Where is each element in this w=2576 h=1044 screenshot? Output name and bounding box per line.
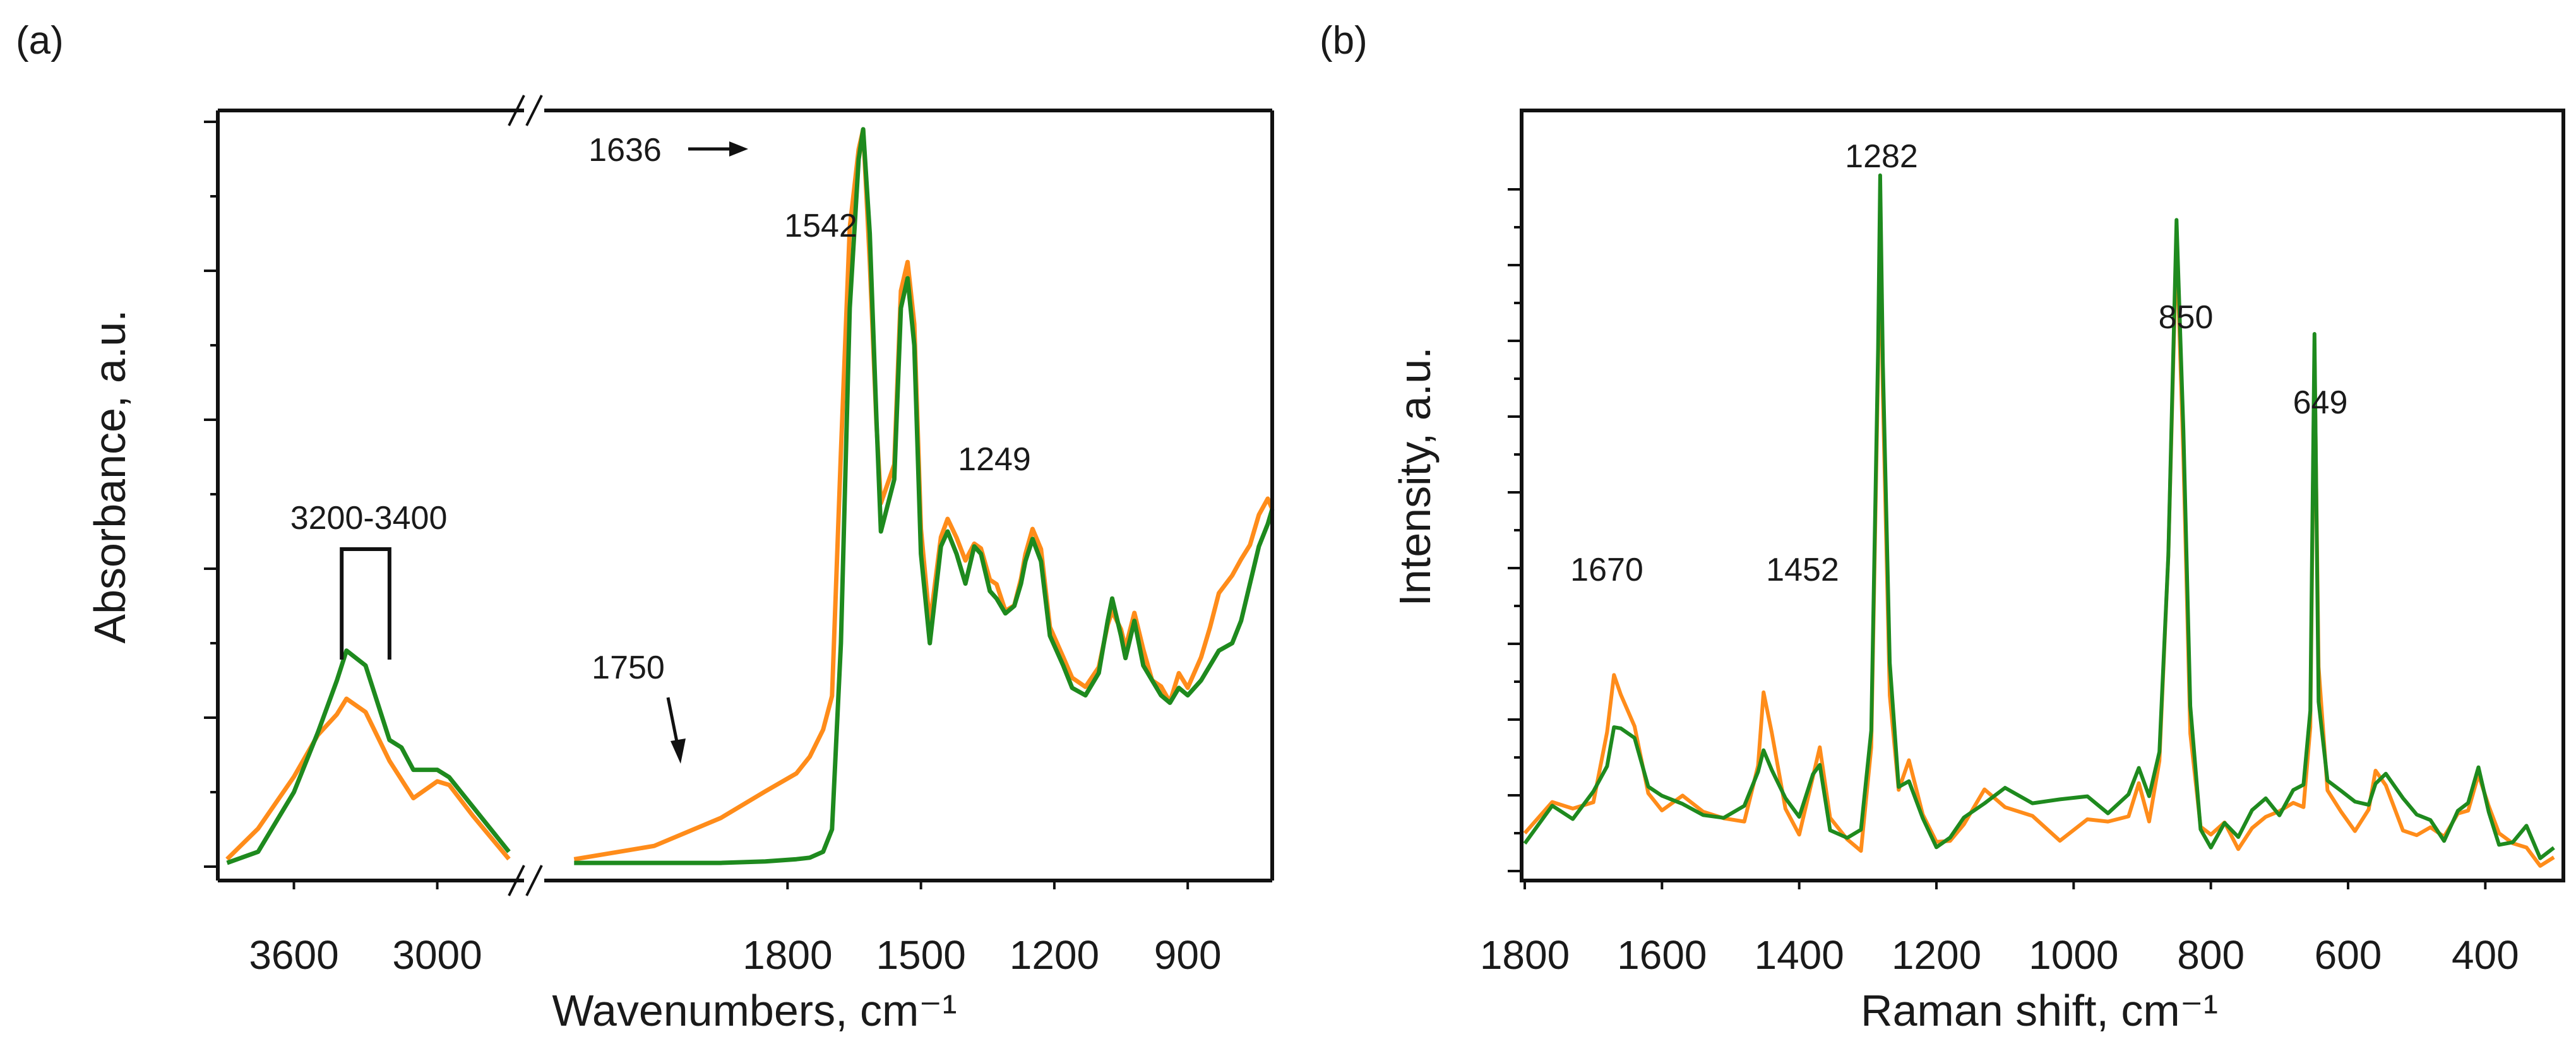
plot-frame — [1520, 109, 2565, 882]
panel-b-series — [1523, 173, 2555, 868]
panel-a-x-axis-title: Wavenumbers, cm⁻¹ — [552, 986, 957, 1035]
panel-b-x-axis-title: Raman shift, cm⁻¹ — [1861, 986, 2218, 1035]
panel-b-ticks: 1800 1600 1400 1200 1000 800 600 400 — [1480, 188, 2519, 978]
annotation-label-1282: 1282 — [1845, 138, 1918, 175]
axis-break-mark — [525, 865, 543, 896]
annotation-label-1452: 1452 — [1766, 552, 1839, 588]
x-tick-label: 3600 — [249, 932, 338, 978]
x-tick-label: 1800 — [1480, 932, 1570, 978]
panel-a-annotations: 1636 1542 1249 1750 3200-3400 — [290, 132, 1031, 764]
annotation-label-1750: 1750 — [592, 650, 665, 686]
annotation-label-1249: 1249 — [958, 441, 1031, 478]
line-orange — [1523, 199, 2555, 868]
series-green — [226, 127, 1275, 865]
panel-a-y-axis-title: Absorbance, a.u. — [85, 309, 134, 643]
series-orange — [1523, 199, 2555, 868]
annotation-arrowhead-1750 — [671, 739, 686, 764]
panel-b-raman-chart: (b) Intensity, a.u. Raman shift, cm⁻¹ 18… — [1320, 19, 2565, 1035]
panel-b-frame — [1520, 109, 2565, 882]
axis-break-mark — [508, 95, 525, 126]
panel-b-letter: (b) — [1320, 19, 1368, 62]
x-tick-label: 1500 — [876, 932, 965, 978]
panel-a-series — [225, 127, 1275, 865]
x-tick-label: 1200 — [1010, 932, 1099, 978]
series-orange — [225, 127, 1275, 862]
annotation-label-1670: 1670 — [1570, 552, 1643, 588]
annotation-arrow-1750 — [666, 697, 679, 742]
annotation-bracket-3200-3400 — [340, 547, 391, 660]
series-green — [1523, 173, 2555, 860]
x-tick-label: 1200 — [1892, 932, 1981, 978]
x-tick-label: 800 — [2177, 932, 2245, 978]
x-tick-label: 1800 — [742, 932, 832, 978]
annotation-label-850: 850 — [2159, 299, 2214, 336]
x-tick-label: 600 — [2315, 932, 2382, 978]
line-green-high-wavenumber — [226, 648, 511, 865]
panel-a-absorbance-chart: (a) Absorbance, a.u. Wavenumbers, cm⁻¹ 3… — [16, 19, 1275, 1035]
panel-a-frame — [216, 95, 1274, 896]
x-tick-label: 400 — [2452, 932, 2519, 978]
x-tick-label: 1400 — [1754, 932, 1844, 978]
line-green — [1523, 173, 2555, 860]
panel-b-y-axis-title: Intensity, a.u. — [1390, 347, 1440, 606]
x-tick-label: 3000 — [392, 932, 482, 978]
line-green-low-wavenumber — [574, 127, 1275, 865]
axis-break-mark — [525, 95, 543, 126]
annotation-label-3200-3400: 3200-3400 — [290, 500, 448, 537]
x-tick-label: 1600 — [1617, 932, 1707, 978]
panel-a-ticks: 3600 3000 1800 1500 1200 900 — [204, 121, 1222, 978]
panel-a-letter: (a) — [16, 19, 64, 62]
annotation-label-1542: 1542 — [784, 208, 857, 244]
x-tick-label: 1000 — [2029, 932, 2118, 978]
axis-break-mark — [508, 865, 525, 896]
annotation-arrowhead-1636 — [729, 141, 748, 157]
line-orange-high-wavenumber — [225, 696, 511, 861]
x-tick-label: 900 — [1154, 932, 1222, 978]
annotation-label-649: 649 — [2293, 384, 2348, 421]
annotation-label-1636: 1636 — [588, 132, 662, 169]
panel-b-annotations: 1670 1452 1282 850 649 — [1570, 138, 2347, 588]
